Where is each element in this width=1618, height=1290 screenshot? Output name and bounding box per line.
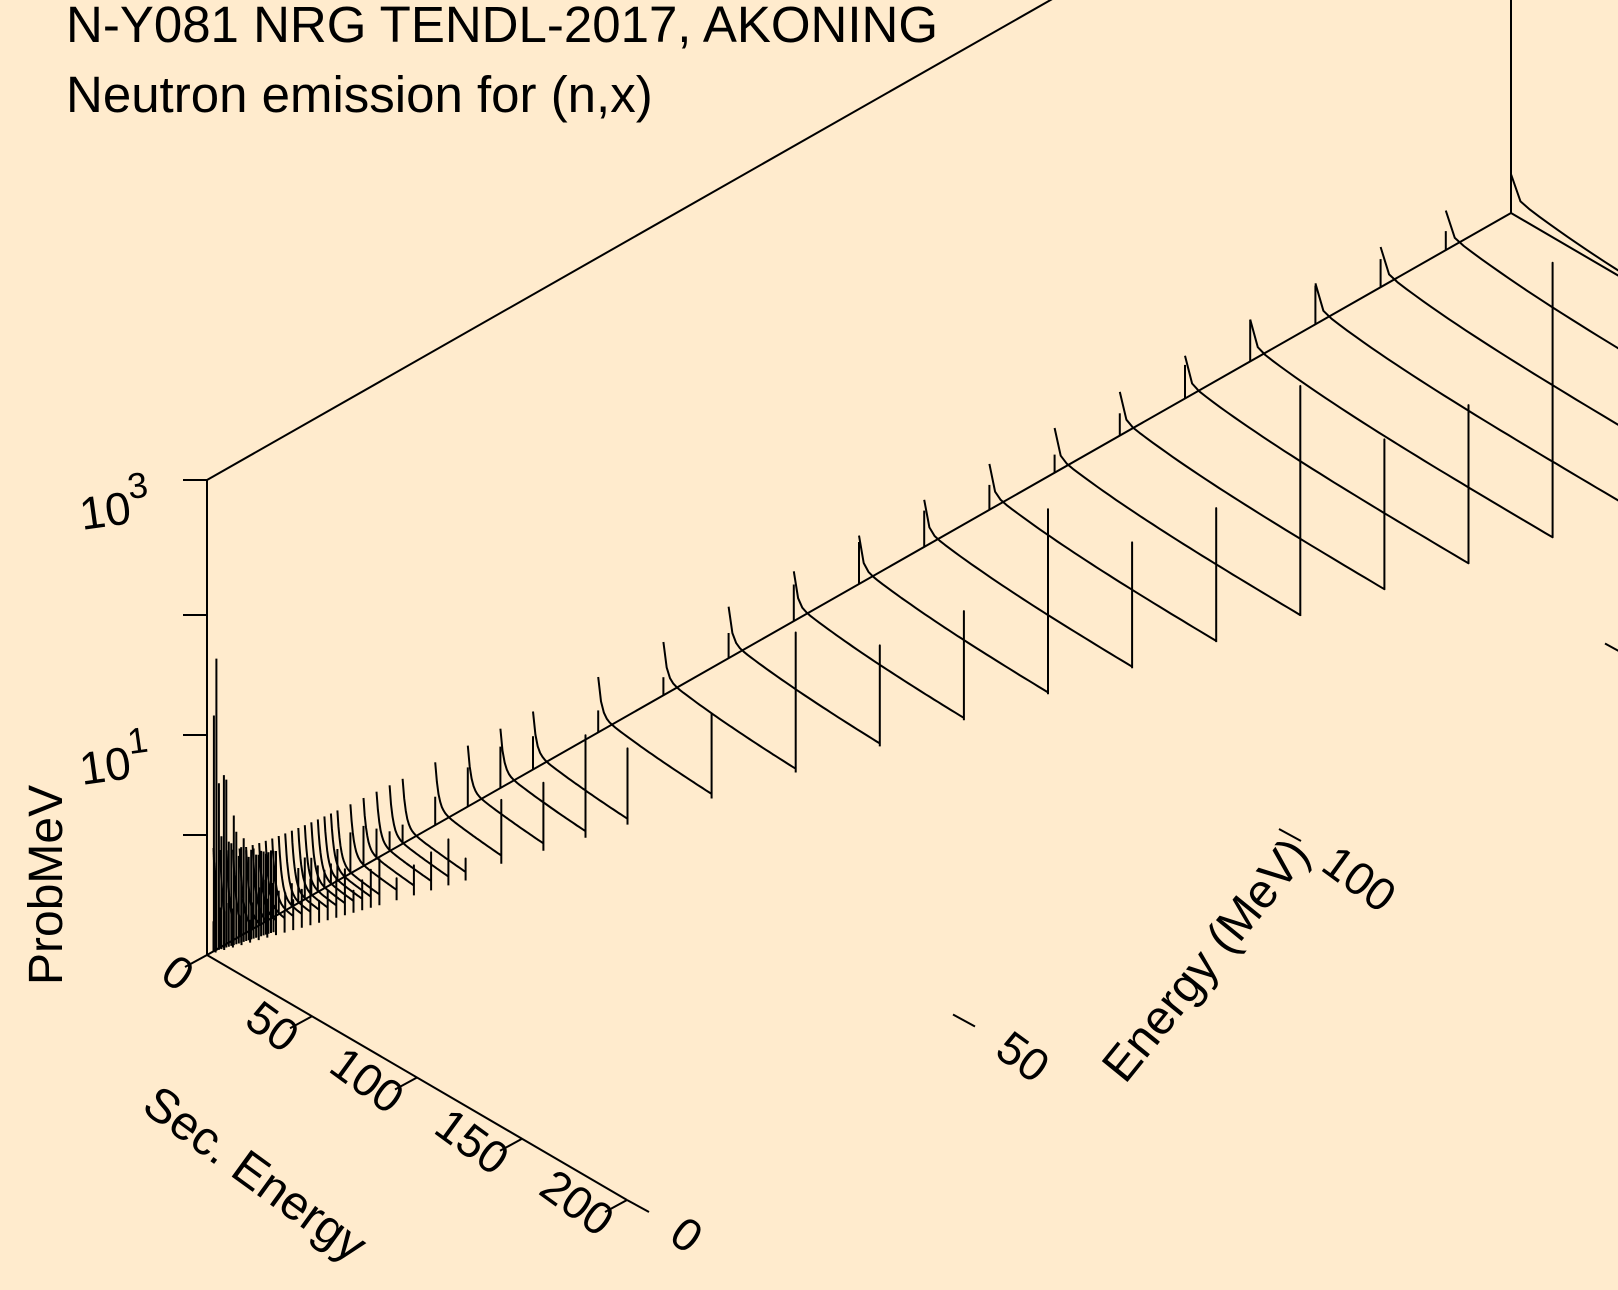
curve-e170 [1314,283,1618,502]
curve-e120 [988,463,1218,643]
x-tick-100 [394,1076,418,1091]
axes-frame [206,0,1618,1201]
curve-e60 [597,676,713,799]
z-tick-label-10-1: 101 [74,719,154,795]
x-axis-title: Sec. Energy [134,1076,377,1273]
x-tick-150 [499,1137,523,1152]
curve-e18 [323,816,364,911]
y-tick-label-0: 0 [661,1206,712,1263]
curve-e13 [290,830,321,923]
x-tick-0 [184,954,208,968]
x-tick-label-0: 0 [152,944,203,1001]
x-tick-label-50: 50 [237,990,309,1062]
curve-e30 [401,778,467,881]
curve-e150 [1184,355,1470,565]
curve-e180 [1379,246,1618,426]
curve-e24 [362,797,415,896]
chart-subtitle: Neutron emission for (n,x) [66,66,653,123]
y-tick-150 [1604,642,1618,652]
curve-e90 [792,571,965,721]
curve-e50 [532,711,629,825]
curve-e35 [434,762,503,864]
y-tick-0 [626,1199,650,1213]
z-axis-title: ProbMeV [20,785,73,985]
y-tick-100 [1278,828,1302,842]
curve-e80 [727,606,881,747]
x-tick-label-200: 200 [531,1159,624,1246]
frame-edge-2 [1510,212,1618,277]
curve-e110 [923,499,1134,669]
curve-e20 [336,810,381,906]
curve-e26 [375,791,433,891]
z-tick-label-10-3: 103 [74,464,154,540]
curve-e45 [499,728,587,838]
curve-e190 [1444,210,1618,350]
curve-e100 [858,508,1049,695]
emission-curves [212,173,1618,953]
y-tick-50 [952,1013,976,1028]
x-tick-label-150: 150 [426,1098,519,1185]
y-tick-label-100: 100 [1313,835,1406,922]
curve-e160 [1249,261,1554,539]
curve-e140 [1118,391,1386,591]
x-tick-200 [604,1199,628,1213]
frame-edge-4 [206,0,1053,481]
curve-e130 [1053,385,1302,617]
curve-e22 [349,804,398,901]
y-axis-title: Energy (MeV) [1092,828,1320,1091]
curve-e200 [1510,173,1618,272]
x-tick-50 [289,1015,313,1030]
curve-e40 [466,745,545,851]
x-tick-label-100: 100 [321,1036,414,1123]
curve-e14 [297,827,329,921]
y-tick-label-50: 50 [987,1021,1059,1093]
chart-title: N-Y081 NRG TENDL-2017, AKONING [66,0,938,53]
curve-e28 [388,785,450,886]
curve-e70 [662,631,797,773]
